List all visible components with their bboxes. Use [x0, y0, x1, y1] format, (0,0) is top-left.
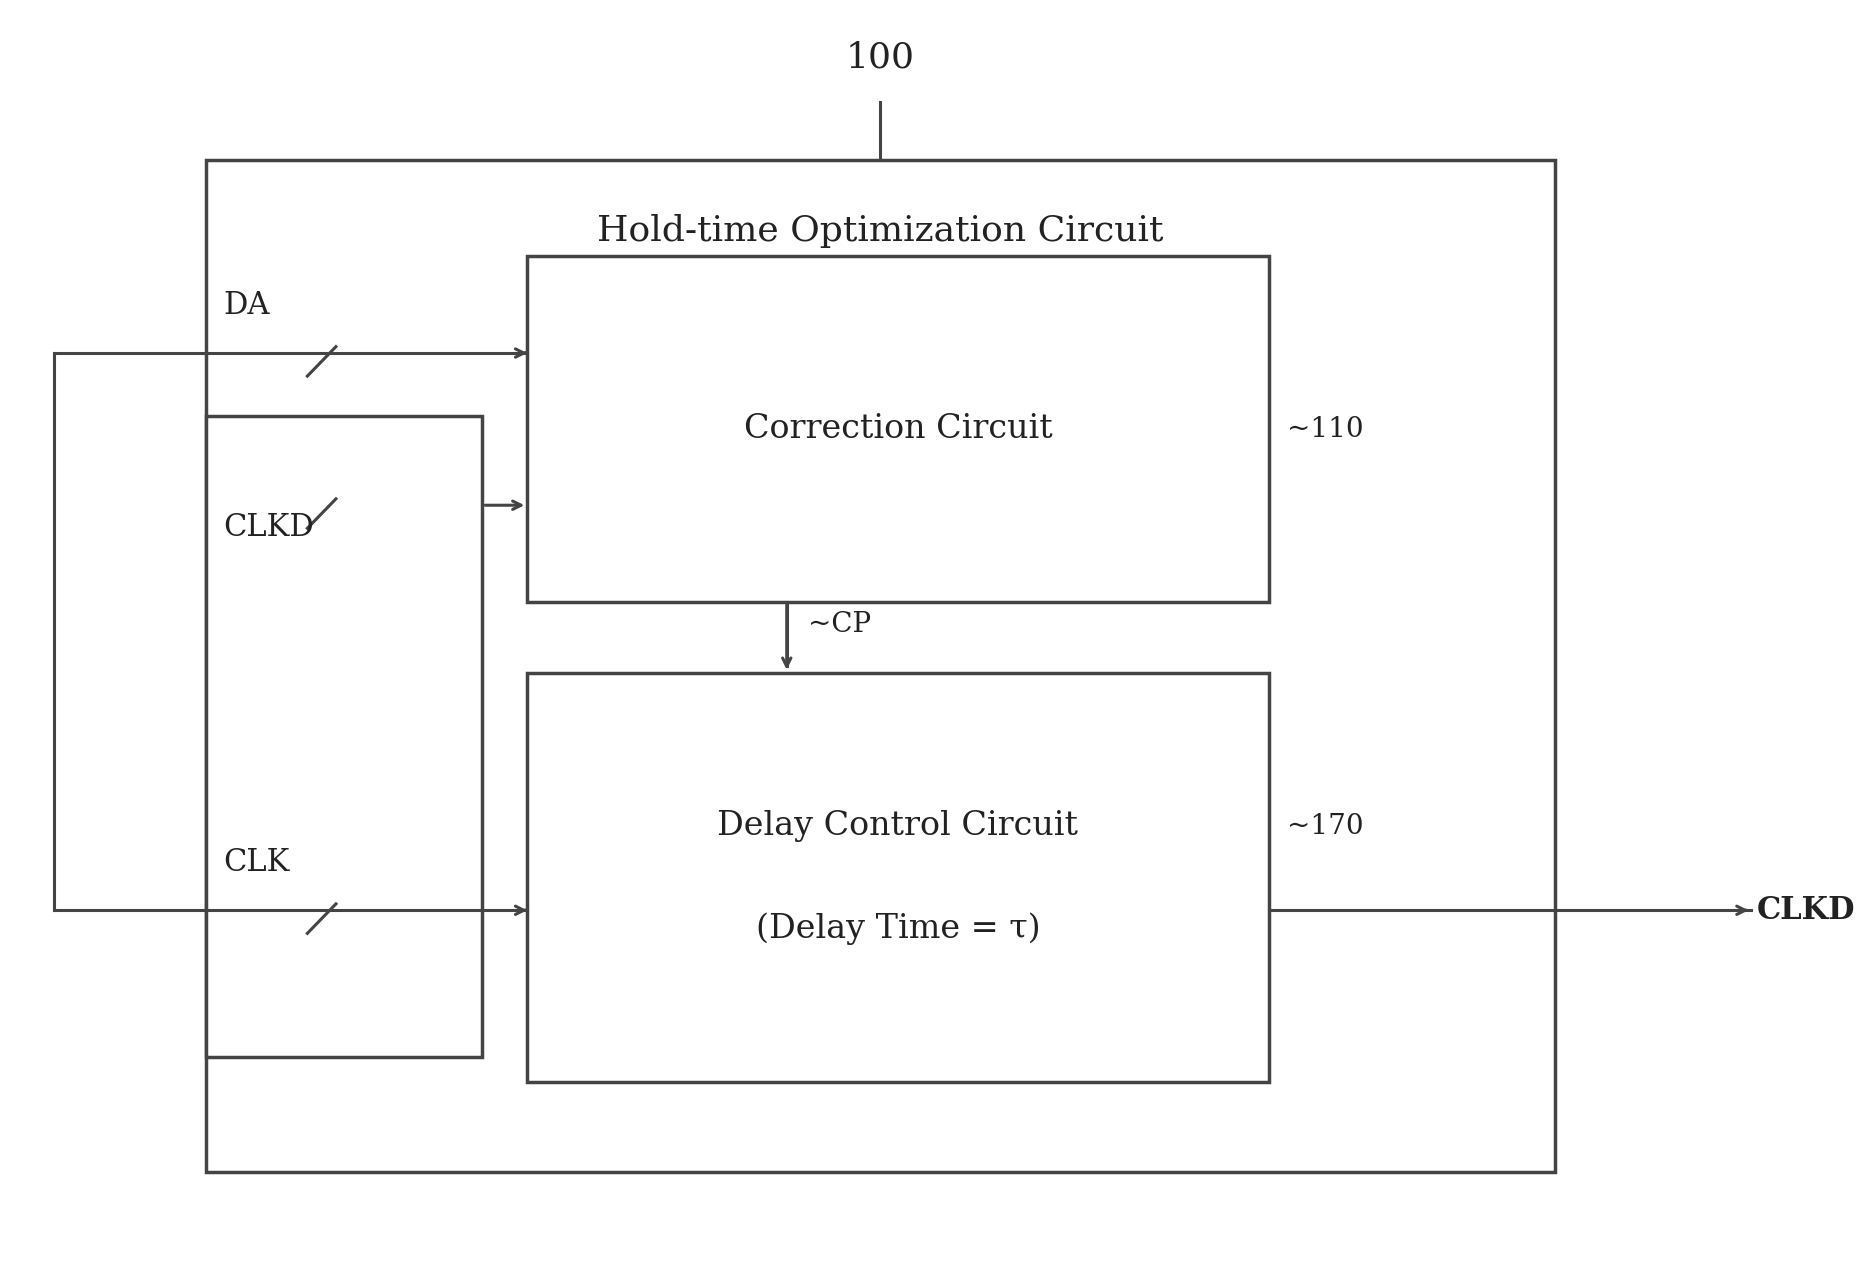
- Text: CLKD: CLKD: [223, 511, 315, 543]
- Text: Correction Circuit: Correction Circuit: [744, 414, 1051, 445]
- Text: CLK: CLK: [223, 847, 290, 879]
- Bar: [527, 256, 1269, 602]
- Text: 100: 100: [845, 41, 914, 74]
- Bar: [527, 673, 1269, 1082]
- Text: (Delay Time = τ): (Delay Time = τ): [756, 912, 1040, 945]
- Text: CLKD: CLKD: [1757, 895, 1855, 926]
- Text: ~170: ~170: [1286, 812, 1364, 840]
- Text: Hold-time Optimization Circuit: Hold-time Optimization Circuit: [597, 214, 1163, 247]
- Bar: [205, 416, 482, 1057]
- Bar: [205, 160, 1554, 1172]
- Text: DA: DA: [223, 290, 270, 322]
- Text: ~CP: ~CP: [808, 611, 871, 638]
- Text: ~110: ~110: [1286, 415, 1364, 443]
- Text: Delay Control Circuit: Delay Control Circuit: [718, 811, 1079, 842]
